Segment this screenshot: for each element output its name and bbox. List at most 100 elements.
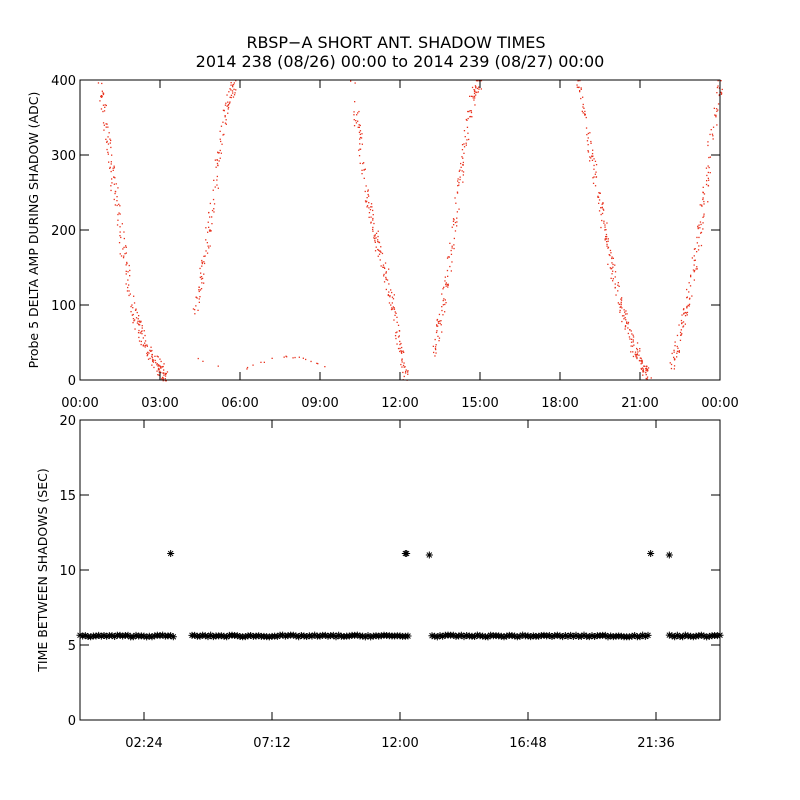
data-point bbox=[434, 346, 437, 348]
data-point bbox=[134, 328, 136, 330]
data-point-asterisk bbox=[167, 550, 175, 557]
data-point bbox=[123, 246, 125, 249]
data-point bbox=[144, 346, 146, 348]
y-tick-label: 200 bbox=[51, 224, 76, 239]
data-point bbox=[676, 356, 678, 358]
data-point bbox=[438, 337, 441, 339]
data-point bbox=[584, 110, 586, 113]
data-point bbox=[387, 294, 389, 297]
data-point bbox=[223, 133, 225, 136]
data-point bbox=[143, 345, 145, 347]
data-point bbox=[577, 80, 579, 82]
x-tick-label: 00:00 bbox=[61, 396, 98, 411]
data-point bbox=[200, 272, 202, 274]
data-point-asterisk bbox=[361, 633, 369, 641]
data-point bbox=[165, 373, 167, 375]
x-tick-label: 02:24 bbox=[125, 736, 162, 751]
data-point-asterisk bbox=[308, 632, 316, 640]
data-point bbox=[107, 136, 109, 138]
data-point bbox=[198, 290, 200, 293]
data-point bbox=[403, 351, 405, 353]
data-point bbox=[641, 362, 643, 364]
data-point bbox=[473, 92, 476, 95]
data-point bbox=[678, 350, 680, 352]
data-point bbox=[473, 90, 476, 93]
data-point bbox=[627, 332, 629, 335]
data-point bbox=[585, 116, 587, 119]
data-point bbox=[584, 113, 586, 115]
data-point-asterisk bbox=[436, 632, 444, 640]
data-point bbox=[154, 359, 156, 362]
data-point bbox=[617, 282, 619, 284]
data-point bbox=[465, 144, 467, 146]
data-point bbox=[213, 208, 215, 210]
data-point bbox=[100, 95, 102, 98]
data-point bbox=[130, 311, 132, 313]
data-point bbox=[587, 144, 589, 146]
data-point bbox=[688, 298, 691, 300]
data-point-asterisk bbox=[428, 632, 436, 640]
data-point bbox=[140, 320, 142, 322]
data-point bbox=[230, 84, 232, 86]
data-point bbox=[157, 368, 160, 371]
data-point bbox=[591, 155, 593, 158]
data-point bbox=[361, 169, 363, 171]
data-point bbox=[583, 107, 585, 109]
data-point bbox=[138, 340, 141, 342]
data-point-asterisk bbox=[247, 632, 255, 640]
data-point bbox=[594, 185, 597, 187]
data-point bbox=[611, 267, 613, 270]
data-point bbox=[359, 162, 361, 164]
data-point bbox=[192, 308, 195, 310]
data-point bbox=[212, 198, 215, 201]
data-point bbox=[467, 110, 469, 113]
data-point-asterisk bbox=[631, 632, 639, 640]
data-point bbox=[381, 252, 384, 255]
data-point bbox=[441, 309, 443, 312]
data-point bbox=[356, 114, 358, 116]
data-point bbox=[610, 252, 612, 254]
data-point bbox=[611, 262, 613, 264]
data-point bbox=[392, 306, 394, 308]
data-point bbox=[702, 198, 704, 201]
data-point bbox=[368, 202, 370, 204]
data-point bbox=[213, 211, 215, 213]
data-point bbox=[199, 267, 201, 270]
data-point-asterisk bbox=[484, 633, 492, 641]
data-point bbox=[384, 267, 386, 269]
data-point bbox=[211, 209, 214, 212]
data-point bbox=[117, 187, 119, 189]
data-point-asterisk bbox=[81, 632, 89, 640]
data-point bbox=[133, 302, 136, 304]
data-point-asterisk bbox=[503, 632, 511, 640]
data-point bbox=[203, 273, 205, 275]
data-point bbox=[476, 91, 478, 94]
data-point bbox=[292, 357, 294, 359]
data-point bbox=[702, 191, 704, 193]
data-point bbox=[679, 331, 682, 334]
data-point bbox=[132, 313, 134, 316]
data-point bbox=[101, 95, 103, 97]
data-point bbox=[201, 282, 203, 284]
data-point bbox=[119, 231, 121, 233]
data-point-asterisk bbox=[636, 633, 644, 641]
data-point bbox=[434, 338, 436, 341]
data-point-asterisk bbox=[439, 632, 447, 640]
data-point bbox=[466, 139, 468, 141]
data-point bbox=[437, 322, 440, 324]
data-point bbox=[198, 289, 200, 291]
data-point bbox=[464, 136, 466, 138]
data-point bbox=[158, 364, 160, 366]
data-point bbox=[454, 230, 457, 232]
data-point bbox=[465, 142, 467, 144]
data-point bbox=[674, 341, 676, 343]
data-point-asterisk bbox=[641, 632, 649, 640]
data-point bbox=[161, 376, 164, 379]
data-point bbox=[197, 357, 199, 360]
data-point bbox=[104, 106, 106, 108]
data-point bbox=[718, 87, 721, 89]
data-point bbox=[639, 350, 641, 352]
data-point bbox=[473, 99, 475, 101]
data-point bbox=[475, 80, 478, 82]
data-point bbox=[158, 374, 160, 376]
